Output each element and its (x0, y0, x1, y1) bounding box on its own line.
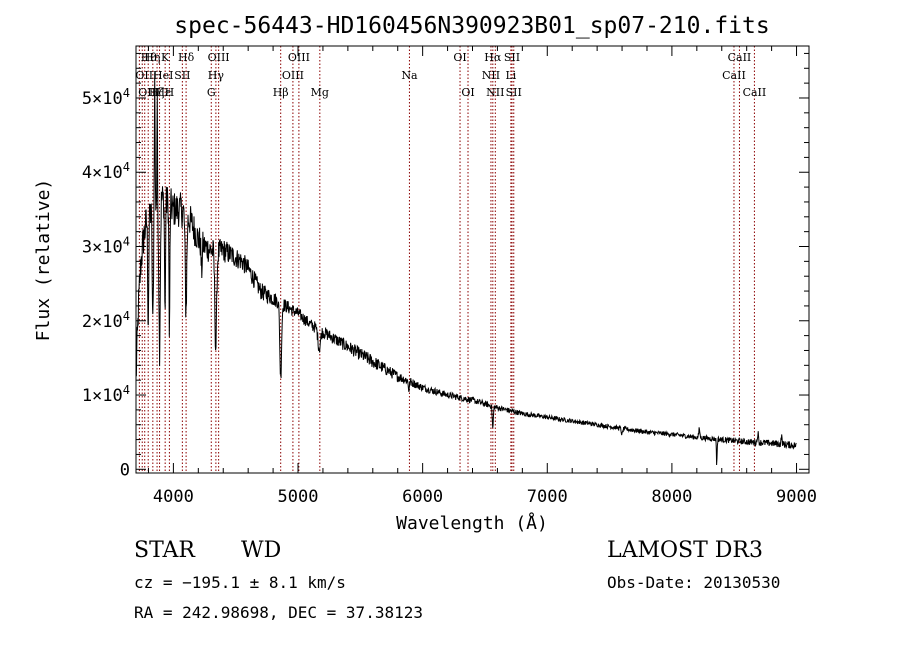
reference-label-0: OII (135, 69, 153, 82)
class-label: STAR (134, 538, 195, 563)
reference-label-20: OI (461, 86, 474, 99)
reference-label-2: Hθ (141, 51, 158, 64)
x-tick-label-0: 4000 (153, 487, 194, 507)
reference-label-23: NII (486, 86, 504, 99)
y-tick-exponent-3: 4 (123, 235, 130, 249)
y-tick-exponent-4: 4 (123, 160, 130, 174)
x-axis: 4000 5000 6000 7000 8000 9000 (147, 46, 817, 507)
reference-label-21: NII (482, 69, 500, 82)
reference-label-16: OIII (288, 51, 310, 64)
reference-label-27: CaII (722, 69, 746, 82)
y-tick-label-0: 0 (120, 460, 130, 480)
reference-label-3: Hη (144, 51, 160, 64)
x-tick-label-2: 6000 (402, 487, 443, 507)
y-tick-label-2: 2×104 (82, 309, 130, 332)
reference-label-18: Na (401, 69, 418, 82)
reference-label-28: CaII (728, 51, 752, 64)
chart-title: spec-56443-HD160456N390923B01_sp07-210.f… (174, 13, 769, 39)
reference-label-13: OIII (208, 51, 230, 64)
y-tick-exponent-2: 4 (123, 309, 130, 323)
reference-label-7: K (161, 51, 170, 64)
reference-label-12: Hγ (208, 69, 225, 82)
reference-label-25: SII (504, 51, 520, 64)
subclass-label: WD (241, 538, 282, 563)
y-axis-label: Flux (relative) (33, 179, 54, 342)
reference-label-6: Hε (156, 86, 172, 99)
spectrum-line (135, 72, 797, 466)
reference-label-8: H (165, 86, 175, 99)
reference-label-11: G (207, 86, 216, 99)
x-tick-label-1: 5000 (278, 487, 319, 507)
x-axis-label: Wavelength (Å) (396, 512, 548, 534)
y-tick-mantissa-1: 1×10 (82, 386, 123, 406)
reference-label-10: Hδ (178, 51, 195, 64)
x-tick-label-5: 9000 (776, 487, 817, 507)
y-tick-exponent-1: 4 (123, 383, 130, 397)
reference-label-29: CaII (743, 86, 767, 99)
y-tick-exponent-5: 4 (123, 86, 130, 100)
reference-label-26: SII (506, 86, 522, 99)
x-tick-label-3: 7000 (527, 487, 568, 507)
y-tick-label-1: 1×104 (82, 383, 130, 406)
reference-label-5: HeI (153, 69, 173, 82)
y-tick-mantissa-3: 3×10 (82, 238, 123, 258)
y-tick-label-5: 5×104 (82, 86, 130, 109)
y-tick-mantissa-2: 2×10 (82, 312, 123, 332)
y-tick-label-3: 3×104 (82, 235, 130, 258)
reference-line-group (138, 46, 755, 473)
reference-label-17: Mg (311, 86, 329, 99)
x-tick-label-4: 8000 (651, 487, 692, 507)
y-tick-mantissa-5: 5×10 (82, 89, 123, 109)
survey-label: LAMOST DR3 (607, 538, 763, 563)
y-tick-mantissa-0: 0 (120, 460, 130, 480)
obsdate-text: Obs-Date: 20130530 (607, 573, 781, 592)
reference-label-9: SII (174, 69, 190, 82)
y-tick-mantissa-4: 4×10 (82, 163, 123, 183)
reference-label-15: OIII (282, 69, 304, 82)
y-tick-label-4: 4×104 (82, 160, 130, 183)
coords-text: RA = 242.98698, DEC = 37.38123 (134, 603, 423, 622)
reference-label-24: Li (505, 69, 516, 82)
reference-label-14: Hβ (273, 86, 289, 99)
reference-label-19: OI (453, 51, 466, 64)
reference-label-4: Hζ (149, 86, 165, 99)
reference-label-22: Hα (484, 51, 502, 64)
redshift-text: cz = −195.1 ± 8.1 km/s (134, 573, 346, 592)
